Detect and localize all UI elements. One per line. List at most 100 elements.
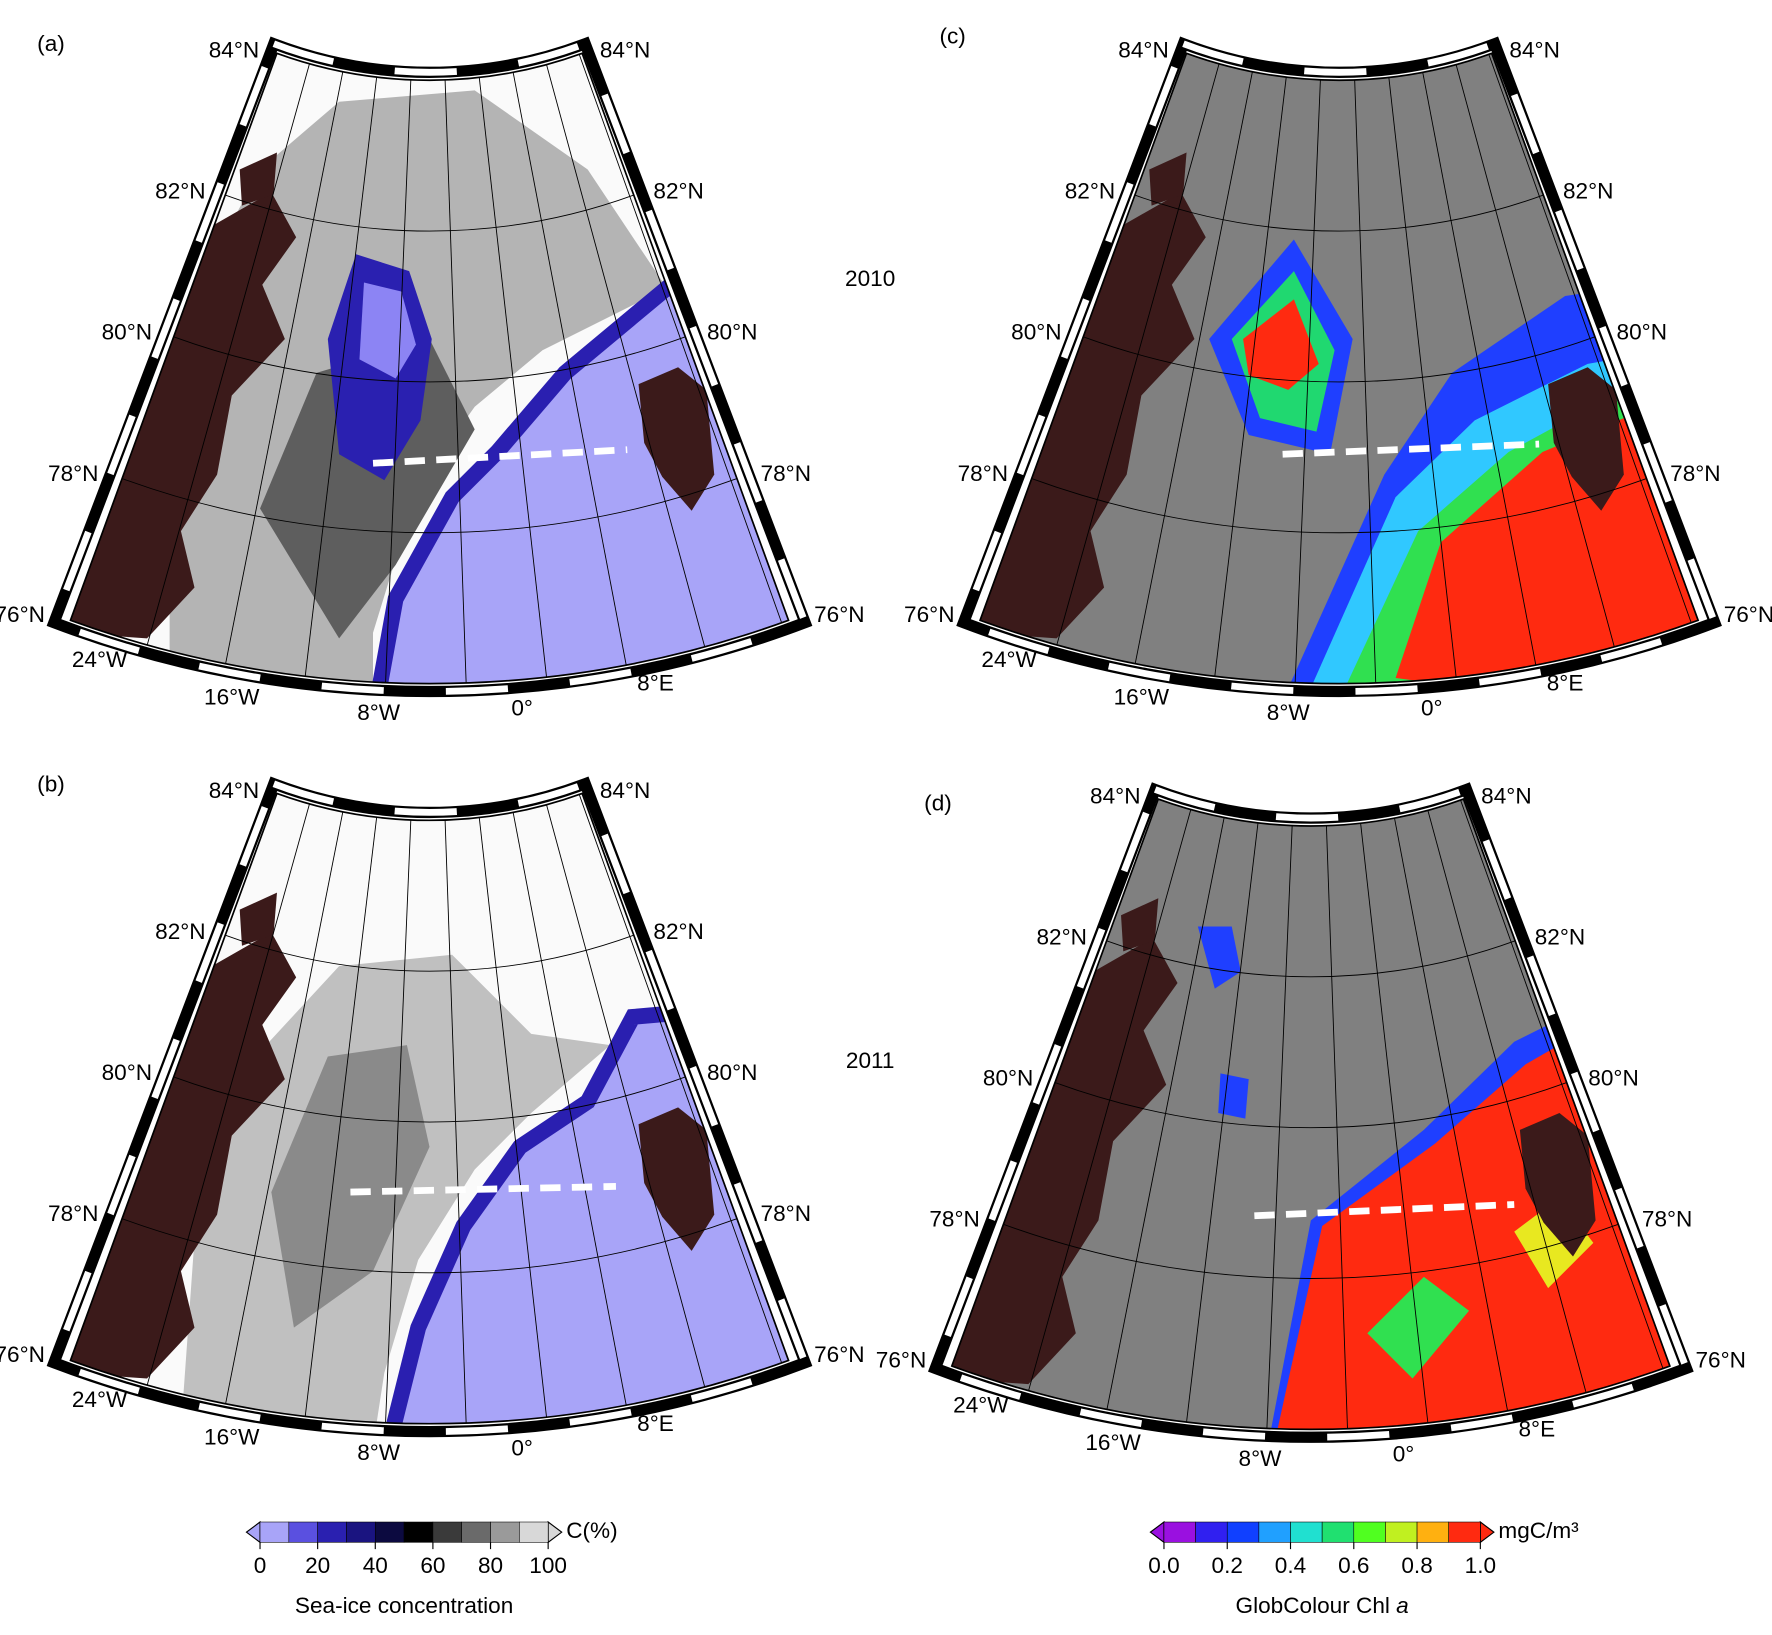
- cb-swatch: [1416, 1521, 1449, 1543]
- lat-label: 84°N: [1481, 783, 1531, 808]
- lon-label: 8°E: [637, 671, 674, 696]
- parallel: [173, 336, 686, 383]
- lat-label: 82°N: [155, 179, 205, 204]
- lat-label: 82°N: [1563, 179, 1613, 204]
- parallel: [1031, 478, 1647, 534]
- frame-ticks: [930, 785, 1691, 1441]
- lat-label: 76°N: [904, 602, 954, 627]
- cb-swatch: [1290, 1521, 1323, 1543]
- land: [638, 1107, 715, 1251]
- cb-tick-label: 20: [305, 1553, 330, 1578]
- transect: [1254, 1201, 1515, 1220]
- lon-label: 24°W: [981, 647, 1037, 672]
- cb-swatch: [1163, 1521, 1196, 1543]
- cb-arrow: [547, 1520, 563, 1544]
- lon-label: 24°W: [953, 1393, 1009, 1418]
- lat-label: 80°N: [707, 1060, 757, 1085]
- lat-label: 82°N: [1065, 179, 1115, 204]
- panel-label: (d): [924, 790, 952, 815]
- lon-label: 16°W: [204, 684, 260, 709]
- cb-arrow: [1479, 1520, 1495, 1544]
- lon-label: 8°W: [1267, 700, 1311, 725]
- lat-label: 78°N: [761, 1201, 811, 1226]
- map-panel: 84°N 84°N 82°N 82°N 80°N 80°N 78°N 78°N 76°N 76°N…: [0, 776, 865, 1465]
- cb-swatch: [1448, 1521, 1481, 1543]
- lat-label: 80°N: [1011, 320, 1061, 345]
- cb-swatch: [490, 1521, 520, 1543]
- cb-tick-label: 0.6: [1338, 1553, 1369, 1578]
- cb-title-text: Sea-ice concentration: [295, 1593, 513, 1618]
- lat-label: 84°N: [1090, 783, 1140, 808]
- cb-swatch: [317, 1521, 347, 1543]
- land: [951, 937, 1178, 1385]
- cb-tick-label: 100: [529, 1553, 567, 1578]
- map-content: [980, 53, 1699, 684]
- cb-tick-label: 60: [420, 1553, 445, 1578]
- cb-swatch: [374, 1521, 405, 1543]
- map-border: [69, 52, 790, 685]
- land: [1149, 152, 1187, 206]
- parallel: [173, 1076, 686, 1123]
- map-border: [950, 797, 1671, 1431]
- lat-label: 80°N: [1588, 1065, 1638, 1090]
- lat-label: 78°N: [48, 1201, 98, 1226]
- frame-ticks: [49, 39, 810, 695]
- lat-label: 82°N: [653, 179, 703, 204]
- lat-label: 78°N: [1642, 1207, 1692, 1232]
- land: [239, 152, 277, 206]
- cb-swatch: [1385, 1521, 1418, 1543]
- cb-tick-label: 0.0: [1148, 1553, 1179, 1578]
- cb-swatch: [1258, 1521, 1291, 1543]
- land: [239, 892, 277, 946]
- map-content: [70, 793, 789, 1424]
- chl-mid: [1367, 1276, 1470, 1379]
- lon-label: 8°W: [357, 1440, 401, 1465]
- land: [638, 367, 715, 511]
- cb-swatch: [403, 1521, 434, 1543]
- map-content: [951, 799, 1670, 1430]
- lon-label: 8°E: [637, 1411, 674, 1436]
- cb-arrow: [245, 1520, 261, 1544]
- lat-label: 76°N: [876, 1348, 926, 1373]
- lon-label: 0°: [511, 1436, 533, 1461]
- cb-swatch: [519, 1521, 549, 1543]
- lon-label: 24°W: [72, 1387, 128, 1412]
- ice-dark: [271, 1045, 430, 1328]
- lat-label: 80°N: [102, 320, 152, 345]
- chl-high: [1243, 299, 1319, 390]
- cb-unit: C(%): [566, 1518, 617, 1543]
- map-border: [978, 52, 1700, 685]
- map-panel: 84°N 84°N 82°N 82°N 80°N 80°N 78°N 78°N 76°N 76°N…: [0, 36, 865, 725]
- lat-label: 76°N: [814, 1342, 864, 1367]
- parallel: [1134, 194, 1544, 232]
- cb-swatch: [1353, 1521, 1386, 1543]
- lon-label: 8°W: [357, 700, 401, 725]
- lon-label: 8°W: [1239, 1446, 1283, 1471]
- map-border: [69, 792, 790, 1425]
- lat-label: 80°N: [983, 1065, 1033, 1090]
- lon-label: 0°: [1393, 1441, 1415, 1466]
- lat-label: 82°N: [1535, 924, 1585, 949]
- lat-label: 80°N: [1617, 320, 1667, 345]
- land: [980, 192, 1206, 639]
- cb-swatch: [288, 1521, 318, 1543]
- lat-label: 76°N: [1724, 602, 1772, 627]
- cb-title: GlobColour Chl a: [1236, 1593, 1409, 1618]
- polynya: [359, 282, 416, 379]
- parallel: [1054, 1082, 1567, 1129]
- cb-tick-label: 40: [363, 1553, 388, 1578]
- panel-label: (c): [940, 23, 966, 48]
- parallel: [1106, 940, 1516, 978]
- panel-label: (a): [37, 31, 65, 56]
- cb-tick-label: 0.8: [1401, 1553, 1432, 1578]
- cb-swatch: [461, 1521, 491, 1543]
- lat-label: 84°N: [1118, 38, 1168, 63]
- lon-label: 8°E: [1519, 1416, 1556, 1441]
- lat-label: 76°N: [0, 1342, 45, 1367]
- land: [1548, 367, 1624, 511]
- parallel: [225, 194, 634, 232]
- cb-tick-label: 80: [478, 1553, 503, 1578]
